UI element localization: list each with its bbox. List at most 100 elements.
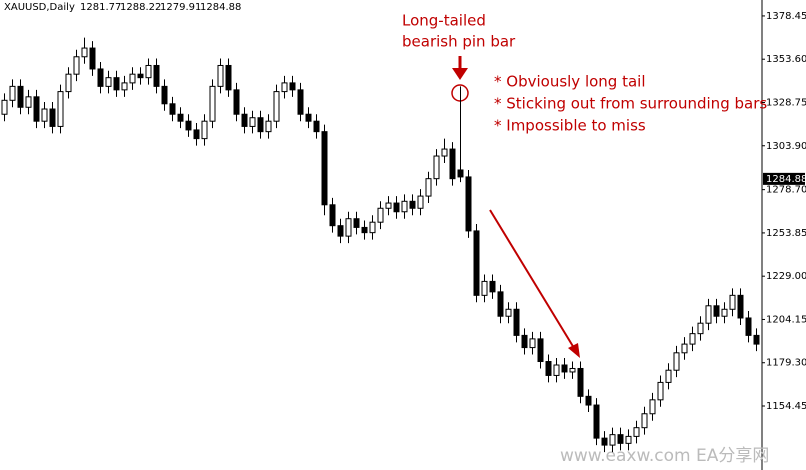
candle-body: [329, 204, 336, 227]
candle-body: [585, 395, 592, 406]
candle-body: [177, 113, 184, 122]
y-tick-label: 1253.85: [766, 228, 806, 239]
candle-body: [521, 334, 528, 349]
candle-body: [305, 113, 312, 122]
candle-body: [241, 113, 248, 127]
trend-arrow: [489, 209, 575, 349]
candle-body: [225, 64, 232, 91]
candle-body: [105, 77, 112, 87]
y-tick-label: 1229.00: [766, 271, 806, 282]
candle-body: [569, 367, 576, 373]
y-tick-label: 1378.45: [766, 11, 806, 22]
header-high: 1288.22: [120, 2, 161, 13]
candle-body: [337, 225, 344, 237]
candle-body: [73, 56, 80, 75]
candle-body: [721, 308, 728, 317]
annotation-arrowhead: [452, 68, 468, 80]
candle-body: [121, 82, 128, 91]
candle-body: [601, 437, 608, 446]
candle-body: [537, 338, 544, 363]
candle-body: [545, 361, 552, 376]
candle-body: [617, 434, 624, 444]
candle-body: [737, 294, 744, 319]
candle-body: [81, 47, 88, 58]
candle-body: [353, 218, 360, 228]
annotation-title: Long-tailed: [402, 12, 486, 30]
candle-body: [705, 305, 712, 324]
candle-body: [657, 381, 664, 401]
candle-body: [417, 195, 424, 209]
annotation-note: * Impossible to miss: [494, 117, 646, 135]
candle-body: [473, 230, 480, 296]
candle-body: [137, 73, 144, 79]
candle-body: [577, 367, 584, 397]
candle-body: [129, 73, 136, 84]
candle-body: [401, 200, 408, 213]
candle-body: [289, 82, 296, 91]
candle-body: [465, 176, 472, 232]
candle-body: [361, 226, 368, 234]
candle-body: [169, 103, 176, 115]
candle-body: [17, 85, 24, 108]
candle-body: [505, 308, 512, 317]
candle-body: [25, 96, 32, 108]
candle-body: [209, 85, 216, 122]
candle-body: [729, 294, 736, 310]
y-tick-label: 1204.15: [766, 314, 806, 325]
candle-body: [257, 117, 264, 133]
watermark: www.eaxw.com EA分享网: [560, 446, 769, 466]
candle-body: [529, 338, 536, 349]
candle-body: [249, 117, 256, 127]
y-tick-label: 1154.45: [766, 401, 806, 412]
candle-body: [625, 435, 632, 444]
y-tick-label: 1303.90: [766, 141, 806, 152]
candle-body: [145, 64, 152, 79]
candle-body: [513, 308, 520, 336]
candle-body: [681, 343, 688, 354]
candle-body: [745, 317, 752, 336]
candle-body: [97, 68, 104, 87]
candle-body: [273, 91, 280, 122]
candle-body: [673, 352, 680, 371]
trend-arrowhead: [568, 343, 580, 358]
candle-body: [609, 434, 616, 446]
candle-body: [41, 108, 48, 122]
candle-body: [409, 200, 416, 209]
annotation-note: * Sticking out from surrounding bars: [494, 95, 767, 113]
candle-body: [65, 73, 72, 93]
header-close: 1284.88: [200, 2, 241, 13]
candle-body: [297, 89, 304, 115]
last-price-tag: [763, 172, 805, 185]
candle-body: [425, 178, 432, 197]
candle-body: [49, 108, 56, 127]
candle-body: [153, 64, 160, 87]
candle-body: [377, 207, 384, 223]
candle-body: [1, 99, 8, 115]
candle-body: [345, 218, 352, 237]
candle-body: [393, 202, 400, 213]
candle-body: [89, 47, 96, 70]
header-low: 1279.91: [160, 2, 201, 13]
candle-body: [593, 404, 600, 439]
candle-body: [385, 202, 392, 209]
candle-body: [441, 148, 448, 157]
y-tick-label: 1328.75: [766, 97, 806, 108]
candle-body: [433, 155, 440, 180]
header-open: 1281.77: [80, 2, 121, 13]
candle-body: [9, 85, 16, 101]
candle-body: [321, 131, 328, 206]
annotation-note: * Obviously long tail: [494, 73, 646, 91]
candle-body: [33, 96, 40, 122]
last-price-label: 1284.88: [766, 174, 806, 185]
candle-body: [265, 120, 272, 133]
candle-body: [449, 148, 456, 180]
candle-body: [665, 369, 672, 383]
candle-body: [689, 333, 696, 345]
candle-body: [113, 77, 120, 91]
annotation-title: bearish pin bar: [402, 33, 516, 51]
candle-body: [481, 280, 488, 296]
y-tick-label: 1278.70: [766, 185, 806, 196]
candle-body: [753, 334, 760, 345]
candle-body: [233, 89, 240, 115]
